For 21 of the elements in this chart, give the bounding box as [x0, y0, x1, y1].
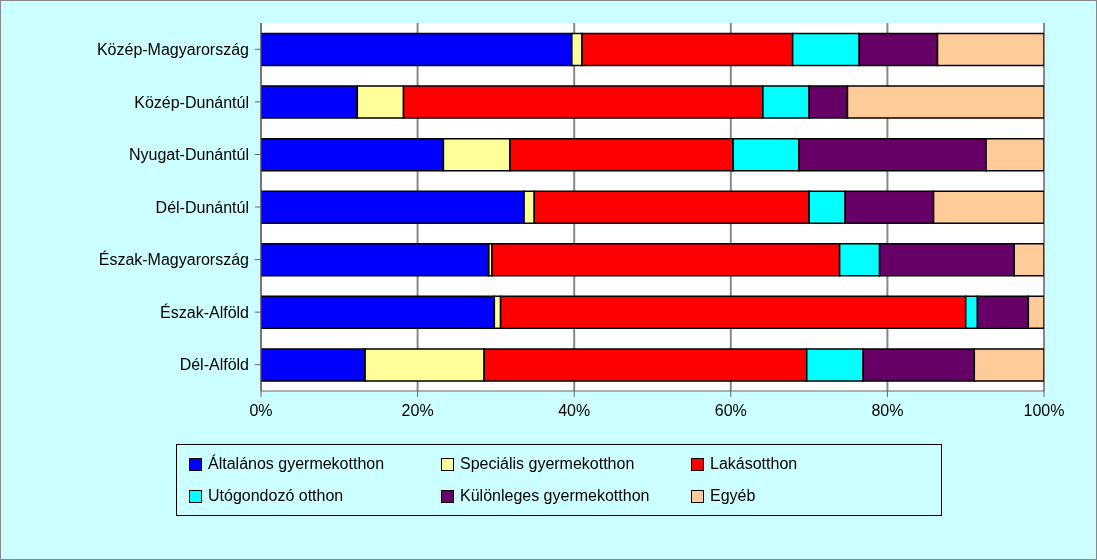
legend-label: Speciális gyermekotthon [460, 455, 635, 473]
y-tick-label: Dél-Dunántúl [155, 198, 249, 216]
x-tick-label: 20% [401, 402, 434, 420]
y-tick-label: Nyugat-Dunántúl [128, 146, 249, 164]
x-tick-label: 100% [1023, 402, 1065, 420]
y-tick-label: Közép-Magyarország [96, 40, 249, 58]
legend-label: Különleges gyermekotthon [460, 487, 650, 505]
y-tick-label: Észak-Magyarország [98, 250, 249, 269]
legend-label: Lakásotthon [710, 455, 798, 473]
x-tick-label: 80% [871, 402, 904, 420]
x-tick-label: 40% [558, 402, 591, 420]
bar [261, 295, 496, 330]
bar [261, 243, 490, 277]
y-tick-label: Közép-Dunántúl [134, 93, 249, 111]
legend-label: Általános gyermekotthon [208, 455, 385, 473]
y-tick-label: Dél-Alföld [179, 356, 249, 374]
x-tick-label: 60% [714, 402, 747, 420]
legend-label: Utógondozó otthon [208, 487, 344, 505]
legend-label: Egyéb [710, 487, 756, 505]
y-tick-label: Észak-Alföld [160, 302, 249, 321]
x-tick-label: 0% [249, 402, 273, 420]
